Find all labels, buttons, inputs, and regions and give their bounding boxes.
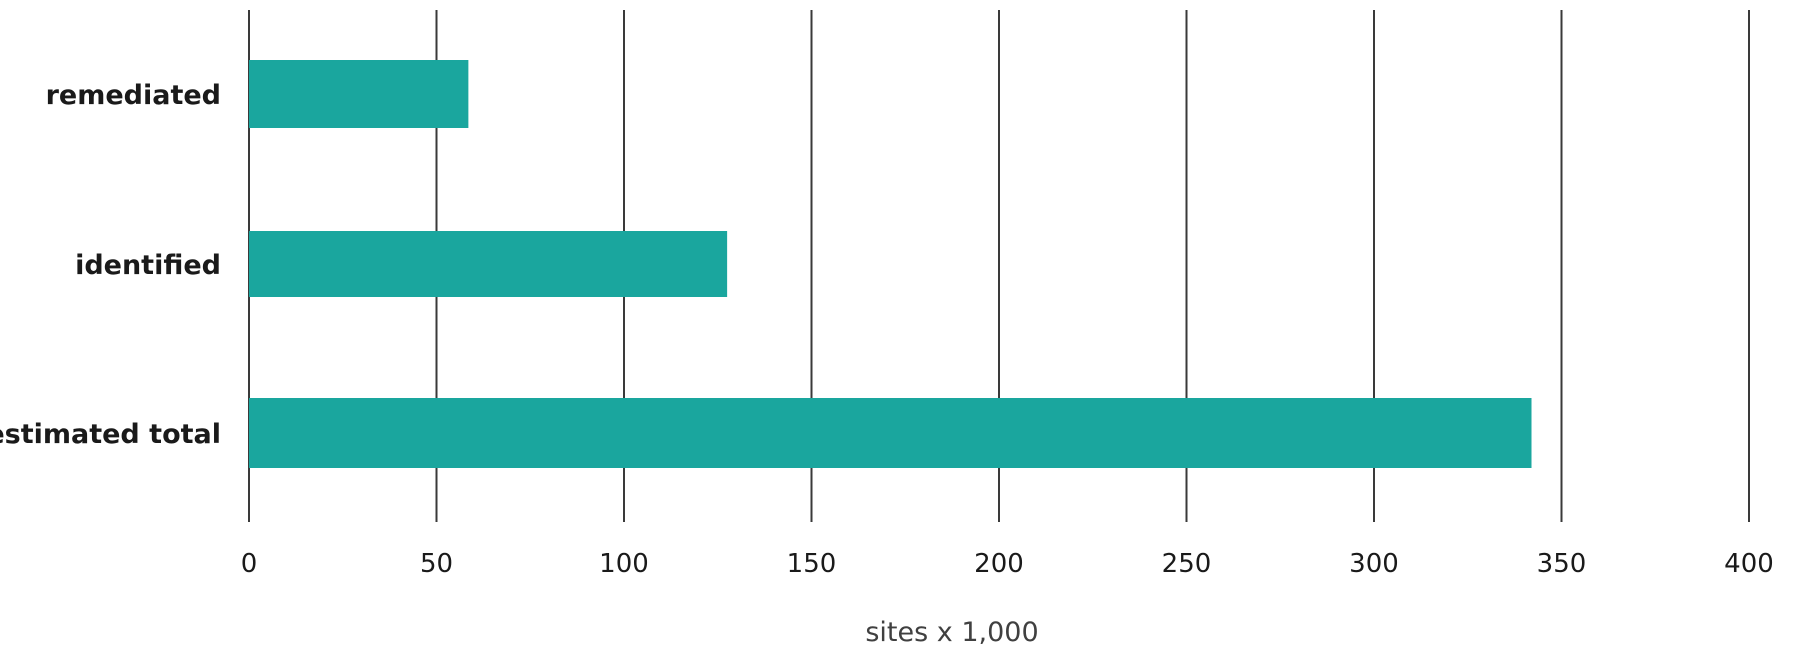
x-tick-label: 300 [1349, 549, 1399, 579]
category-labels: remediated identified estimated total [0, 80, 221, 450]
bar-remediated [249, 60, 469, 128]
x-tick-label: 150 [787, 549, 837, 579]
bars [249, 60, 1532, 468]
x-tick-label: 100 [599, 549, 649, 579]
x-tick-label: 200 [974, 549, 1024, 579]
x-tick-label: 250 [1162, 549, 1212, 579]
category-label: estimated total [0, 419, 221, 450]
category-label: remediated [46, 80, 221, 111]
x-tick-labels: 0 50 100 150 200 250 300 350 400 [241, 549, 1774, 579]
category-label: identified [75, 250, 221, 281]
x-tick-label: 350 [1537, 549, 1587, 579]
x-axis-title: sites x 1,000 [865, 617, 1038, 648]
bar-identified [249, 231, 728, 297]
x-tick-label: 0 [241, 549, 258, 579]
x-tick-label: 50 [420, 549, 453, 579]
x-tick-label: 400 [1724, 549, 1774, 579]
bar-estimated-total [249, 398, 1532, 468]
